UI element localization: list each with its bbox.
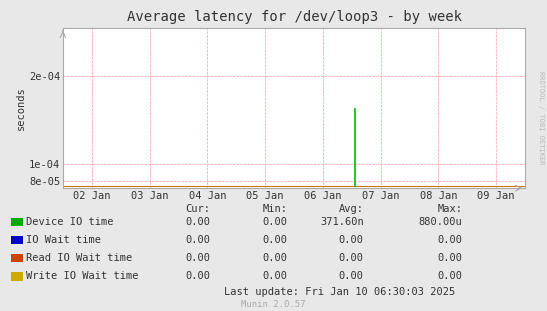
Text: 880.00u: 880.00u	[418, 217, 462, 227]
Text: 0.00: 0.00	[339, 272, 364, 281]
Text: Cur:: Cur:	[185, 204, 211, 214]
Text: Last update: Fri Jan 10 06:30:03 2025: Last update: Fri Jan 10 06:30:03 2025	[224, 287, 455, 297]
Text: 371.60n: 371.60n	[320, 217, 364, 227]
Text: Munin 2.0.57: Munin 2.0.57	[241, 300, 306, 309]
Text: Avg:: Avg:	[339, 204, 364, 214]
Text: 0.00: 0.00	[262, 253, 287, 263]
Text: 0.00: 0.00	[262, 235, 287, 245]
Text: Max:: Max:	[437, 204, 462, 214]
Text: 0.00: 0.00	[339, 253, 364, 263]
Text: 0.00: 0.00	[185, 272, 211, 281]
Text: IO Wait time: IO Wait time	[26, 235, 101, 245]
Text: Device IO time: Device IO time	[26, 217, 114, 227]
Text: 0.00: 0.00	[185, 217, 211, 227]
Text: 0.00: 0.00	[437, 272, 462, 281]
Text: 0.00: 0.00	[437, 253, 462, 263]
Text: 0.00: 0.00	[262, 217, 287, 227]
Title: Average latency for /dev/loop3 - by week: Average latency for /dev/loop3 - by week	[126, 10, 462, 24]
Text: 0.00: 0.00	[185, 253, 211, 263]
Text: 0.00: 0.00	[437, 235, 462, 245]
Text: Read IO Wait time: Read IO Wait time	[26, 253, 132, 263]
Text: 0.00: 0.00	[185, 235, 211, 245]
Y-axis label: seconds: seconds	[16, 86, 26, 130]
Text: Min:: Min:	[262, 204, 287, 214]
Text: 0.00: 0.00	[262, 272, 287, 281]
Text: RRDTOOL / TOBI OETIKER: RRDTOOL / TOBI OETIKER	[538, 72, 544, 165]
Text: Write IO Wait time: Write IO Wait time	[26, 272, 139, 281]
Text: 0.00: 0.00	[339, 235, 364, 245]
